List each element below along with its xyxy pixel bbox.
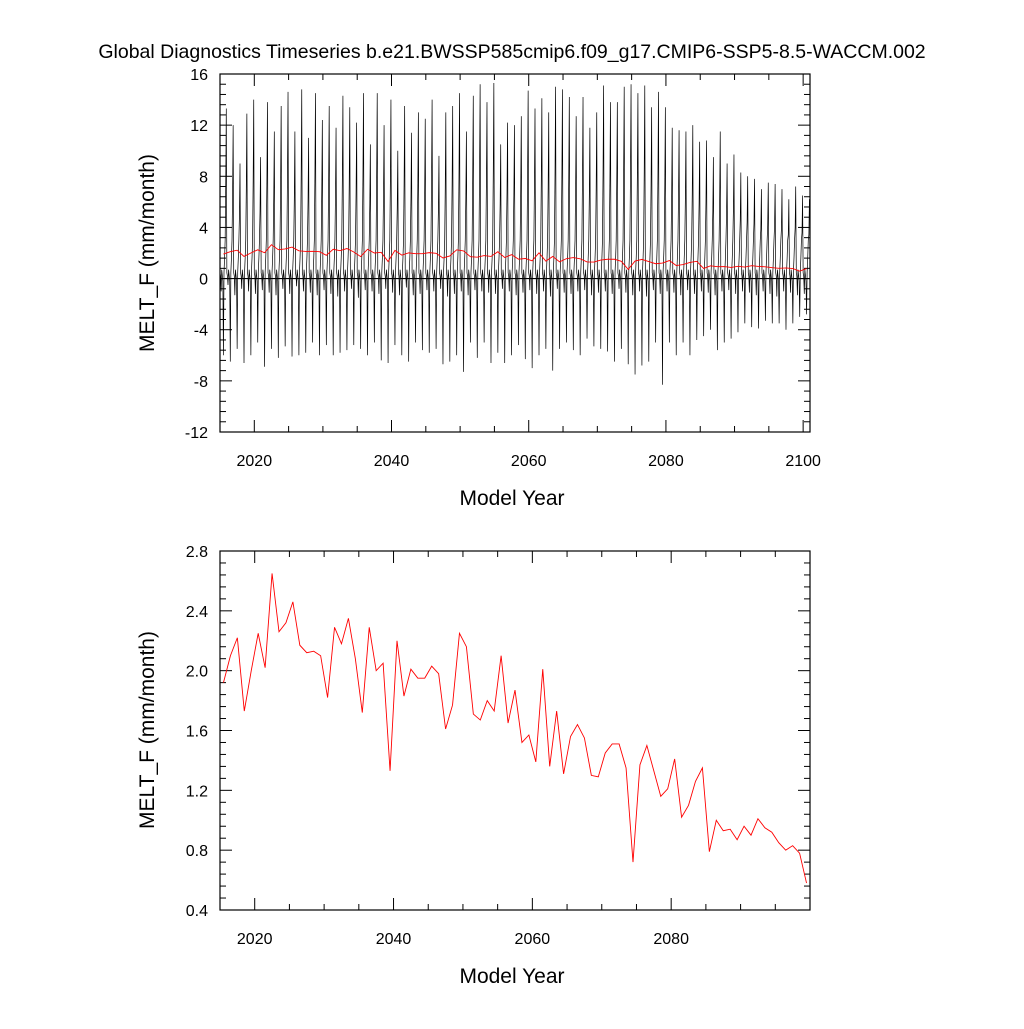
- x-tick-label: 2060: [515, 931, 551, 948]
- bottom-x-axis-label: Model Year: [459, 965, 564, 988]
- bottom-axis-tick-labels: 0.4 0.8 1.2 1.6 2.0 2.4 2.8 2020 2040 2060 2080: [186, 544, 689, 948]
- x-tick-label: 2040: [376, 931, 412, 948]
- annual-mean-series-line: [223, 573, 807, 884]
- y-tick-label: 0.4: [186, 903, 208, 920]
- x-tick-label: 2080: [648, 453, 684, 470]
- y-tick-label: 4: [199, 220, 208, 237]
- y-tick-label: 1.6: [186, 724, 208, 741]
- x-tick-label: 2080: [653, 931, 689, 948]
- x-tick-label: 2040: [374, 453, 410, 470]
- top-x-axis-label: Model Year: [459, 487, 564, 510]
- top-plot-frame: [219, 73, 811, 433]
- monthly-series-line: [219, 82, 810, 385]
- top-panel: -12 -8 -4 0 4 8 12 16 2020 2040 2060 2080 2100 Model…: [136, 67, 821, 510]
- y-tick-label: -4: [194, 323, 208, 340]
- top-plot-lines: [219, 82, 810, 385]
- y-tick-label: -8: [194, 374, 208, 391]
- bottom-panel: 0.4 0.8 1.2 1.6 2.0 2.4 2.8 2020 2040 2060 2080 Mo…: [136, 544, 811, 988]
- y-tick-label: 2.4: [186, 604, 208, 621]
- bottom-plot-lines: [223, 573, 807, 884]
- y-tick-label: 12: [190, 118, 208, 135]
- x-tick-label: 2020: [237, 931, 273, 948]
- y-tick-label: 8: [199, 169, 208, 186]
- x-tick-label: 2020: [237, 453, 273, 470]
- y-tick-label: 2.8: [186, 544, 208, 561]
- y-tick-label: 1.2: [186, 783, 208, 800]
- x-tick-label: 2100: [785, 453, 821, 470]
- bottom-plot-frame: [219, 550, 811, 911]
- bottom-y-axis-label: MELT_F (mm/month): [136, 631, 159, 829]
- y-tick-label: 0: [199, 272, 208, 289]
- x-tick-label: 2060: [511, 453, 547, 470]
- y-tick-label: 0.8: [186, 843, 208, 860]
- y-tick-label: -12: [185, 425, 208, 442]
- bottom-axis-ticks: [219, 550, 811, 911]
- figure-title: Global Diagnostics Timeseries b.e21.BWSS…: [98, 41, 925, 63]
- top-y-axis-label: MELT_F (mm/month): [136, 154, 159, 352]
- y-tick-label: 2.0: [186, 664, 208, 681]
- top-axis-tick-labels: -12 -8 -4 0 4 8 12 16 2020 2040 2060 2080 2100: [185, 67, 821, 470]
- y-tick-label: 16: [190, 67, 208, 84]
- annual-mean-series-line: [223, 244, 807, 272]
- top-axis-ticks: [219, 73, 810, 433]
